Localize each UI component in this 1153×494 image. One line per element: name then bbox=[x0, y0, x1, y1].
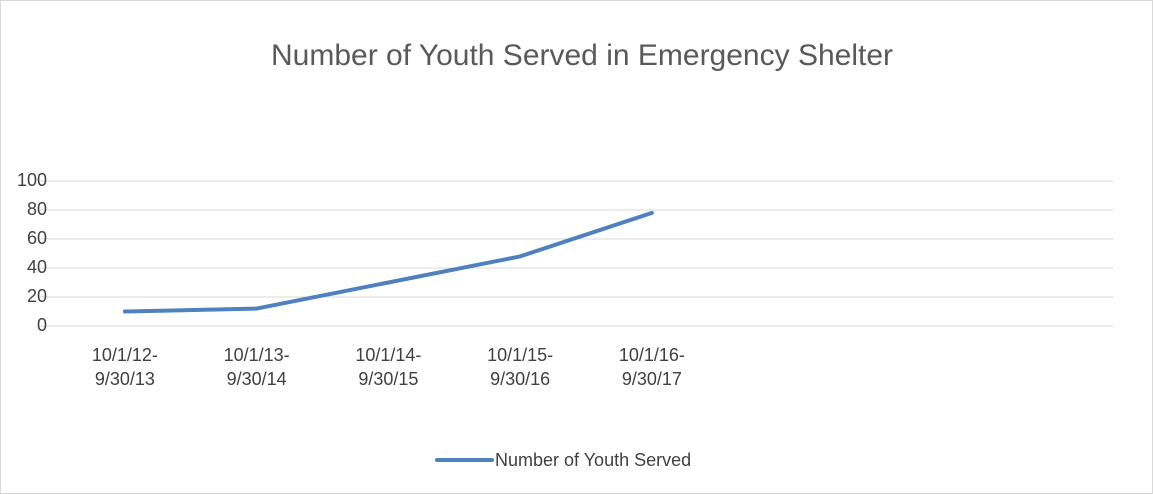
y-tick-label: 100 bbox=[17, 170, 47, 190]
y-tick-label: 20 bbox=[27, 286, 47, 306]
x-tick-label: 10/1/16-9/30/17 bbox=[618, 345, 685, 389]
x-tick-label: 10/1/14-9/30/15 bbox=[355, 345, 422, 389]
y-tick-label: 80 bbox=[27, 199, 47, 219]
y-tick-label: 60 bbox=[27, 228, 47, 248]
chart-title: Number of Youth Served in Emergency Shel… bbox=[271, 39, 893, 72]
legend-label: Number of Youth Served bbox=[495, 450, 691, 470]
y-tick-label: 40 bbox=[27, 257, 47, 277]
y-tick-label: 0 bbox=[37, 315, 47, 335]
x-tick-label: 10/1/13-9/30/14 bbox=[223, 345, 290, 389]
series-line bbox=[122, 210, 654, 314]
x-tick-label: 10/1/12-9/30/13 bbox=[91, 345, 158, 389]
x-tick-label: 10/1/15-9/30/16 bbox=[487, 345, 554, 389]
